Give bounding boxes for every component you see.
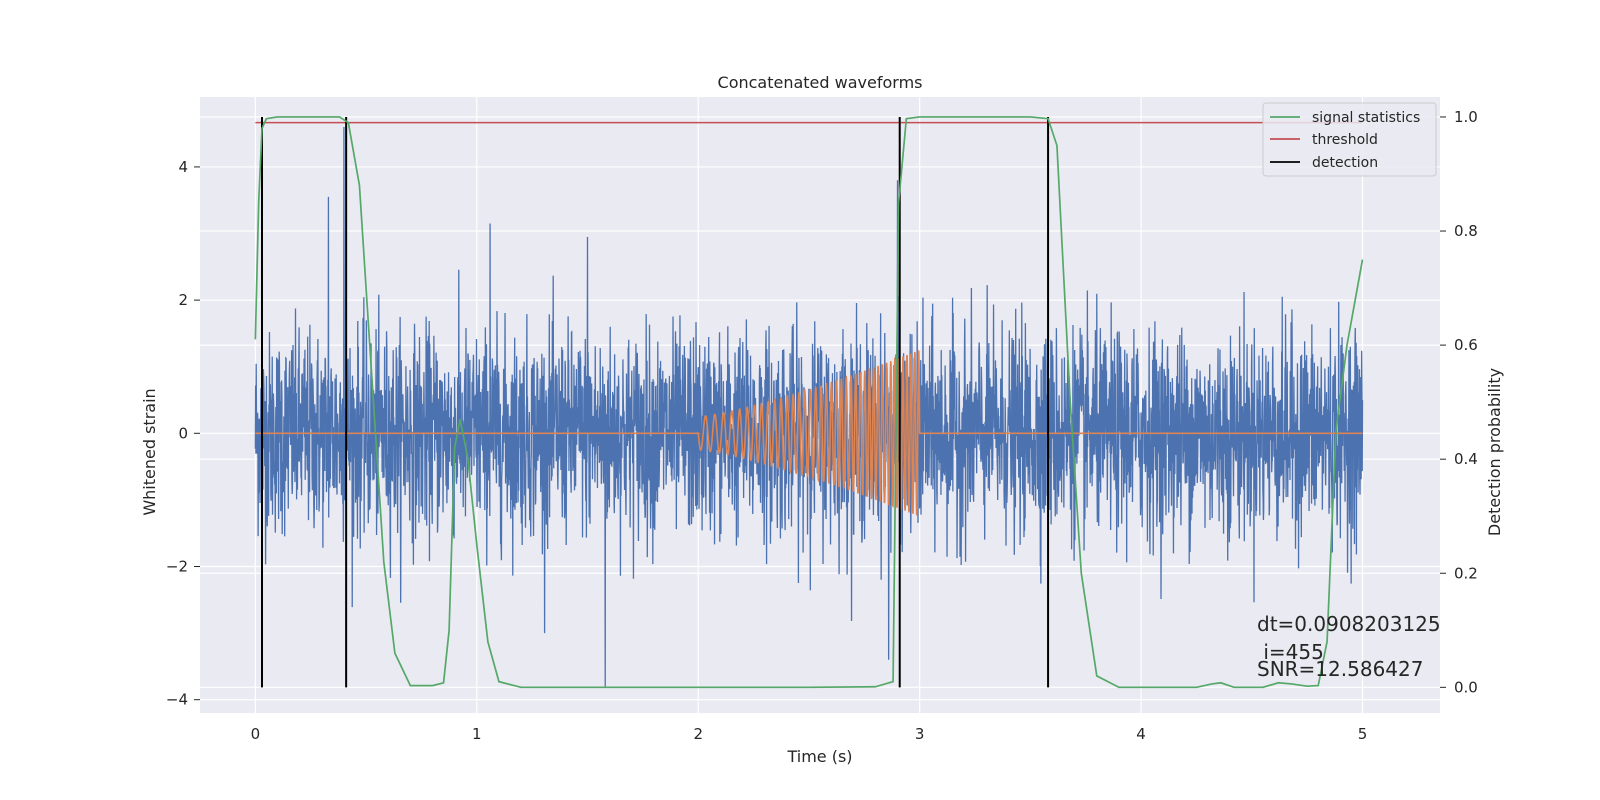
right-y-tick-label: 0.2: [1454, 564, 1478, 582]
y-axis-ticks: −4 −2 0 2 4: [166, 158, 200, 709]
legend: signal statistics threshold detection: [1262, 102, 1437, 177]
annotations: dt=0.0908203125 i=455 SNR=12.586427: [1257, 612, 1441, 681]
annotation-dt: dt=0.0908203125: [1257, 612, 1441, 636]
right-y-tick-label: 0.4: [1454, 450, 1478, 468]
annotation-snr: SNR=12.586427: [1257, 657, 1423, 681]
right-y-axis-ticks: 0.0 0.2 0.4 0.6 0.8 1.0: [1440, 108, 1478, 696]
right-y-axis-title: Detection probability: [1485, 368, 1504, 536]
detection-lines: [261, 116, 1050, 688]
right-y-tick-label: 0.6: [1454, 336, 1478, 354]
x-axis-ticks: 0 1 2 3 4 5: [251, 725, 1368, 743]
chart-title: Concatenated waveforms: [718, 73, 923, 92]
x-tick-label: 2: [693, 725, 703, 743]
y-tick-label: 4: [178, 158, 188, 176]
x-tick-label: 4: [1136, 725, 1146, 743]
x-axis-title: Time (s): [786, 747, 852, 766]
strain-series: [254, 126, 1364, 687]
legend-label-statistics: signal statistics: [1312, 110, 1420, 126]
legend-label-threshold: threshold: [1312, 132, 1378, 148]
legend-box: [1262, 102, 1437, 177]
annotation-index: i=455: [1257, 640, 1324, 664]
legend-label-detection: detection: [1312, 155, 1378, 171]
injection-series: [255, 350, 1363, 516]
right-y-tick-label: 0.8: [1454, 222, 1478, 240]
y-tick-label: −4: [166, 691, 188, 709]
y-tick-label: 2: [178, 291, 188, 309]
x-tick-label: 3: [915, 725, 925, 743]
y-tick-label: 0: [178, 424, 188, 442]
signal-statistics-series: [254, 116, 1364, 689]
y-axis-title: Whitened strain: [140, 388, 159, 515]
x-tick-label: 1: [472, 725, 482, 743]
x-tick-label: 0: [251, 725, 261, 743]
x-tick-label: 5: [1358, 725, 1368, 743]
right-y-tick-label: 1.0: [1454, 108, 1478, 126]
y-tick-label: −2: [166, 557, 188, 575]
right-y-tick-label: 0.0: [1454, 678, 1478, 696]
